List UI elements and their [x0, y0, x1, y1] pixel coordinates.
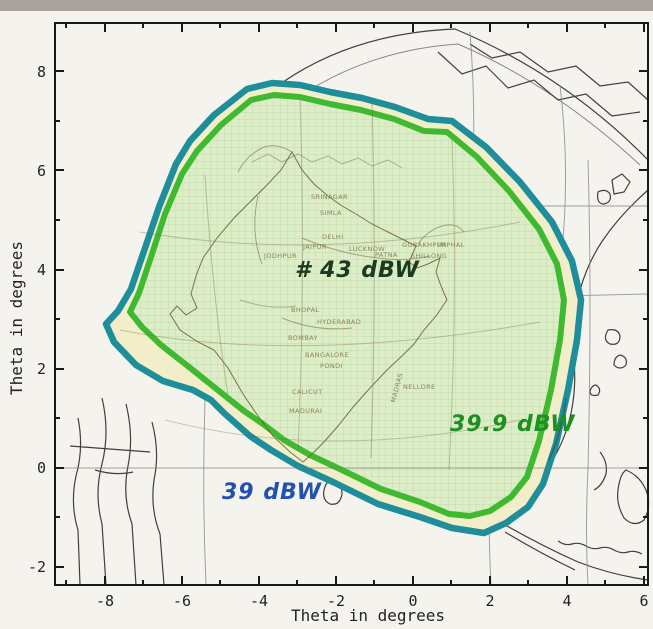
- contour-label-43dbw: # 43 dBW: [295, 258, 421, 283]
- x-tick-label: -4: [250, 592, 268, 610]
- city-label: JAIPUR: [302, 243, 327, 251]
- city-label: CALICUT: [292, 388, 323, 396]
- inner-meridian-1: [370, 101, 375, 459]
- city-label: SIMLA: [320, 209, 342, 217]
- city-label: MADURAI: [289, 407, 322, 415]
- island-philippines-1: [604, 329, 621, 345]
- red-sea-coast-1: [97, 397, 107, 586]
- gulf-of-aden: [69, 445, 151, 475]
- y-tick-label: 0: [37, 459, 46, 477]
- y-tick-label: 8: [37, 63, 46, 81]
- island-sumatra-south: [504, 531, 576, 571]
- inner-meridian-3: [448, 139, 455, 471]
- axis-ticks: [55, 23, 648, 585]
- himalaya-china-lines: [437, 51, 641, 117]
- city-label: PONDI: [320, 362, 343, 370]
- city-label: HYDERABAD: [317, 318, 361, 326]
- contour-399dbw-region: [127, 92, 567, 519]
- earth-limb-arc: [282, 28, 649, 161]
- island-hainan: [597, 189, 611, 205]
- contour-label-399dbw: 39.9 dBW: [450, 412, 576, 437]
- y-tick-label: 2: [37, 360, 46, 378]
- meridian-2: [559, 84, 567, 251]
- x-tick-labels: -8 -6 -4 -2 0 2 4 6: [96, 592, 649, 610]
- city-label: DELHI: [322, 233, 344, 241]
- india-coastline: [169, 151, 448, 463]
- meridian-3: [586, 159, 591, 586]
- city-label: LUCKNOW: [349, 245, 385, 253]
- city-label: BOMBAY: [288, 334, 318, 342]
- africa-coast-1: [72, 417, 82, 586]
- border-northwest: [237, 145, 293, 173]
- x-tick-label: -6: [173, 592, 191, 610]
- arabia-coast: [151, 421, 165, 586]
- malay-peninsula: [593, 451, 607, 491]
- island-taiwan: [611, 173, 631, 195]
- x-tick-label: 4: [562, 592, 571, 610]
- river-ganges: [301, 237, 431, 261]
- java-island-chain: [557, 540, 643, 555]
- x-tick-label: 6: [639, 592, 648, 610]
- city-label: BHOPAL: [291, 306, 319, 314]
- island-philippines-3: [589, 384, 601, 397]
- river-narmada: [239, 299, 297, 308]
- x-major-ticks: [104, 23, 645, 585]
- x-tick-label: 0: [408, 592, 417, 610]
- burma-coast-overlay: [548, 397, 567, 461]
- y-major-ticks: [55, 70, 648, 568]
- river-indus: [254, 195, 263, 265]
- x-axis-title: Theta in degrees: [291, 606, 445, 625]
- china-border-lines: [469, 43, 649, 101]
- plot-frame: [54, 22, 649, 586]
- inner-parallel-2: [139, 221, 521, 246]
- city-label: JODHPUR: [263, 252, 297, 260]
- island-borneo: [617, 469, 650, 525]
- contour-label-39dbw: 39 dBW: [222, 480, 323, 505]
- city-label: BANGALORE: [305, 351, 349, 359]
- y-tick-label: -2: [28, 558, 46, 576]
- island-philippines-2: [613, 354, 627, 369]
- india-map-details: [119, 99, 541, 471]
- x-tick-label: 2: [485, 592, 494, 610]
- earth-limb-inner-arc: [299, 43, 641, 166]
- y-minor-ticks: [55, 120, 648, 518]
- city-label: PATNA: [375, 251, 398, 259]
- city-label: IMPHAL: [438, 241, 465, 249]
- x-minor-ticks: [65, 23, 606, 585]
- scan-artifact-band: [0, 0, 653, 11]
- city-label: NELLORE: [403, 383, 436, 391]
- city-label: SHILLONG: [411, 252, 447, 260]
- red-sea-coast-2: [125, 403, 137, 586]
- inner-parallel-1: [119, 321, 541, 347]
- y-axis-title: Theta in degrees: [7, 241, 26, 395]
- x-tick-label: -8: [96, 592, 114, 610]
- city-label: SRINAGAR: [311, 193, 348, 201]
- meridian-5: [203, 399, 207, 586]
- river-godavari: [281, 317, 353, 330]
- x-tick-label: -2: [327, 592, 345, 610]
- island-sumatra-north: [499, 521, 649, 581]
- y-tick-labels: 8 6 4 2 0 -2: [28, 63, 46, 576]
- inner-parallel-3: [164, 419, 521, 442]
- city-label: GORAKHPUR: [402, 241, 447, 249]
- y-tick-label: 6: [37, 162, 46, 180]
- y-tick-label: 4: [37, 261, 46, 279]
- base-map-coastlines: [69, 28, 650, 586]
- border-nepal: [417, 224, 465, 245]
- himalaya-range: [251, 153, 403, 169]
- inner-meridian-4: [204, 174, 229, 396]
- inner-meridian-2: [297, 99, 304, 451]
